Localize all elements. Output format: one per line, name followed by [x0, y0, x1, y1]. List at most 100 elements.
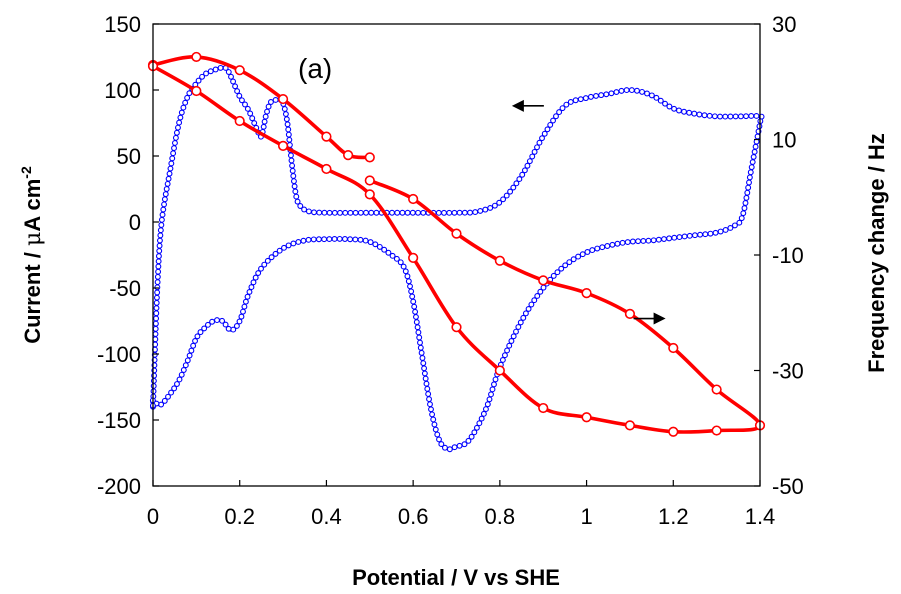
current-data-point — [311, 209, 317, 216]
current-data-point — [197, 329, 204, 336]
current-data-point — [190, 342, 197, 349]
current-data-point — [472, 209, 479, 216]
current-data-point — [331, 209, 338, 216]
current-data-point — [413, 319, 420, 326]
current-data-point — [289, 162, 296, 169]
current-data-point — [228, 73, 234, 80]
y-axis-title-sup: -2 — [18, 166, 34, 179]
current-data-point — [376, 243, 383, 250]
current-data-point — [572, 97, 579, 104]
current-data-point — [524, 162, 531, 169]
current-data-point — [499, 357, 506, 363]
current-data-point — [172, 134, 179, 141]
current-data-point — [415, 329, 422, 336]
current-data-point — [442, 444, 448, 451]
current-data-point — [471, 429, 478, 436]
current-data-point — [531, 148, 538, 155]
current-data-point — [648, 92, 655, 99]
current-data-point — [415, 209, 421, 216]
current-data-point — [178, 371, 185, 378]
current-data-point — [217, 64, 224, 71]
current-data-point — [393, 255, 400, 262]
x-tick-label: 0.4 — [311, 504, 342, 529]
frequency-data-point — [668, 426, 679, 437]
current-data-point — [249, 115, 256, 122]
current-data-point — [619, 239, 626, 246]
current-data-point — [261, 118, 268, 125]
frequency-data-point — [321, 131, 332, 142]
frequency-data-point — [191, 51, 202, 63]
frequency-data-point — [538, 402, 549, 414]
current-data-point — [294, 198, 301, 205]
current-data-point — [326, 236, 333, 243]
current-data-point — [653, 94, 660, 101]
current-data-point — [161, 397, 168, 404]
current-data-point — [482, 206, 489, 213]
current-data-point — [553, 113, 559, 120]
current-data-point — [550, 272, 557, 279]
panel-label: (a) — [298, 53, 332, 84]
current-data-point — [566, 259, 573, 266]
current-data-point — [515, 324, 522, 330]
current-data-point — [528, 301, 535, 308]
y-axis-left: 150 100 50 0 -50 -100 -150 -200 — [97, 12, 159, 499]
current-data-point — [238, 313, 245, 320]
frequency-data-point — [343, 149, 354, 161]
current-data-point — [407, 283, 413, 290]
current-data-point — [268, 254, 275, 261]
current-data-point — [752, 143, 759, 150]
current-data-point — [743, 113, 750, 120]
current-data-point — [321, 236, 328, 243]
current-data-point — [397, 259, 404, 266]
current-data-point — [409, 209, 416, 216]
current-data-point — [751, 148, 758, 155]
y-axis-right: 30 10 -10 -30 -50 — [754, 12, 804, 499]
current-data-point — [164, 180, 171, 187]
current-data-point — [272, 96, 279, 103]
current-data-point — [717, 228, 724, 235]
current-data-point — [301, 206, 308, 213]
current-data-point — [541, 130, 548, 137]
current-data-point — [534, 293, 541, 299]
current-data-point — [176, 376, 183, 383]
current-data-point — [157, 232, 164, 239]
current-data-point — [230, 326, 237, 333]
frequency-data-point — [624, 420, 636, 431]
y2-axis-title: Frequency change / Hz — [864, 133, 889, 373]
current-data-point — [421, 370, 428, 377]
y2-tick-label: -30 — [772, 359, 804, 384]
current-data-point — [152, 331, 159, 337]
current-data-point — [461, 441, 468, 448]
current-data-point — [421, 365, 428, 372]
current-data-point — [567, 99, 574, 105]
current-data-point — [161, 196, 168, 203]
current-data-point — [204, 321, 211, 328]
x-tick-label: 0 — [147, 504, 159, 529]
y-tick-label: 150 — [104, 12, 141, 37]
current-data-point — [570, 256, 577, 263]
current-data-point — [593, 92, 599, 99]
current-data-point — [676, 234, 683, 241]
y-tick-label: 0 — [129, 210, 141, 235]
frequency-data-point — [408, 193, 419, 205]
current-data-point — [717, 113, 724, 120]
current-data-point — [214, 317, 220, 324]
current-data-point — [531, 297, 538, 304]
current-data-point — [491, 202, 498, 209]
frequency-data-point — [538, 275, 549, 286]
current-data-point — [536, 139, 543, 146]
current-data-point — [486, 396, 493, 403]
current-data-point — [661, 236, 667, 242]
current-data-point — [506, 342, 513, 349]
current-data-point — [712, 229, 719, 236]
current-data-point — [158, 401, 165, 408]
current-data-point — [504, 347, 511, 354]
current-data-point — [414, 324, 421, 331]
current-data-point — [165, 175, 172, 182]
current-data-point — [326, 209, 333, 216]
current-data-point — [436, 436, 442, 443]
current-data-point — [331, 236, 338, 242]
current-data-point — [282, 111, 289, 118]
current-data-point — [367, 239, 374, 246]
current-data-point — [286, 136, 293, 143]
